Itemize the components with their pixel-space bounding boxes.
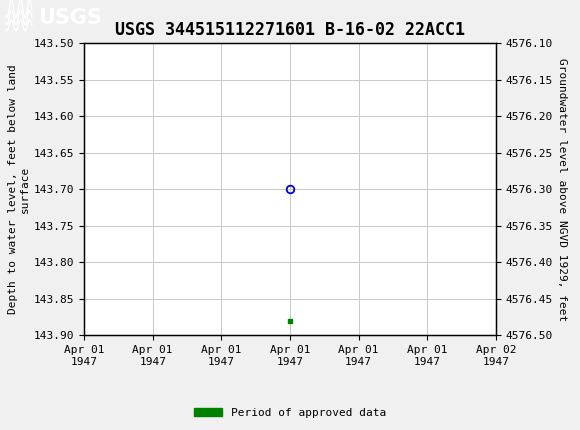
Y-axis label: Groundwater level above NGVD 1929, feet: Groundwater level above NGVD 1929, feet xyxy=(557,58,567,321)
Y-axis label: Depth to water level, feet below land
surface: Depth to water level, feet below land su… xyxy=(8,64,30,314)
Title: USGS 344515112271601 B-16-02 22ACC1: USGS 344515112271601 B-16-02 22ACC1 xyxy=(115,21,465,39)
Text: USGS: USGS xyxy=(38,8,102,28)
Legend: Period of approved data: Period of approved data xyxy=(190,403,390,422)
